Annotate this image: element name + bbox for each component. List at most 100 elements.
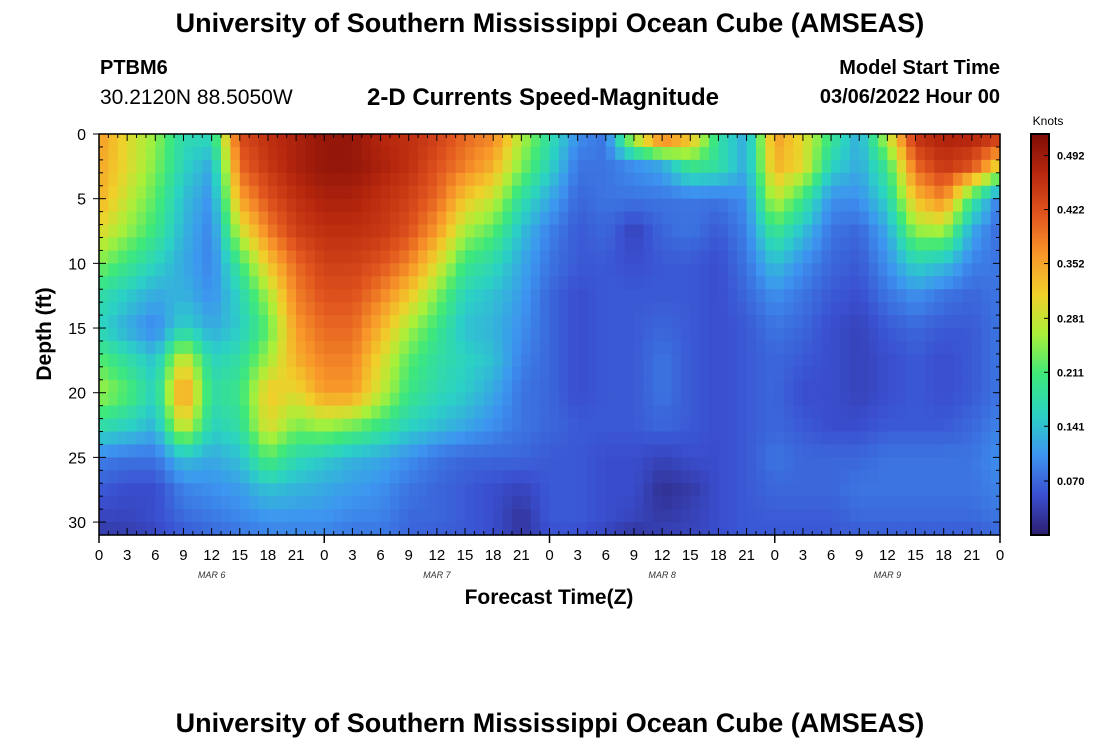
heatmap-cell xyxy=(596,276,607,290)
heatmap-cell xyxy=(568,198,579,213)
heatmap-cell xyxy=(455,211,466,226)
heatmap-cell xyxy=(145,340,156,355)
heatmap-cell xyxy=(99,237,109,252)
heatmap-cell xyxy=(211,198,222,213)
heatmap-cell xyxy=(953,237,964,252)
heatmap-cell xyxy=(915,509,926,523)
heatmap-cell xyxy=(540,315,551,329)
heatmap-cell xyxy=(145,224,156,239)
heatmap-cell xyxy=(277,496,288,510)
heatmap-cell xyxy=(286,340,297,355)
heatmap-cell xyxy=(896,146,907,161)
heatmap-cell xyxy=(465,185,476,200)
heatmap-cell xyxy=(709,146,720,161)
heatmap-cell xyxy=(859,418,870,433)
heatmap-cell xyxy=(990,211,1001,226)
heatmap-cell xyxy=(145,211,156,226)
heatmap-cell xyxy=(455,457,466,471)
heatmap-cell xyxy=(971,418,982,433)
heatmap-cell xyxy=(305,276,316,290)
heatmap-cell xyxy=(343,366,354,381)
heatmap-cell xyxy=(202,444,213,458)
heatmap-cell xyxy=(202,496,213,510)
heatmap-cell xyxy=(333,496,344,510)
heatmap-cell xyxy=(502,340,513,355)
heatmap-cell xyxy=(924,302,935,316)
heatmap-cell xyxy=(211,172,222,187)
heatmap-cell xyxy=(915,392,926,407)
heatmap-cell xyxy=(587,159,598,174)
heatmap-cell xyxy=(624,146,635,161)
heatmap-cell xyxy=(680,522,691,536)
heatmap-cell xyxy=(624,496,635,510)
heatmap-cell xyxy=(568,134,579,148)
heatmap-cell xyxy=(727,418,738,433)
heatmap-cell xyxy=(446,315,457,329)
heatmap-cell xyxy=(643,353,654,368)
heatmap-cell xyxy=(174,185,185,200)
heatmap-cell xyxy=(737,405,748,420)
heatmap-cell xyxy=(296,159,307,174)
heatmap-cell xyxy=(230,353,241,368)
heatmap-cell xyxy=(389,522,400,536)
heatmap-cell xyxy=(624,159,635,174)
heatmap-cell xyxy=(502,159,513,174)
heatmap-cell xyxy=(324,431,335,446)
heatmap-cell xyxy=(530,289,541,303)
heatmap-cell xyxy=(221,134,231,148)
heatmap-cell xyxy=(868,263,879,277)
heatmap-cell xyxy=(915,496,926,510)
heatmap-cell xyxy=(699,457,710,471)
heatmap-cell xyxy=(633,522,644,536)
heatmap-cell xyxy=(971,250,982,264)
heatmap-cell xyxy=(108,198,119,213)
heatmap-cell xyxy=(493,496,504,510)
heatmap-cell xyxy=(558,146,569,161)
heatmap-cell xyxy=(596,444,607,458)
heatmap-cell xyxy=(877,457,888,471)
heatmap-cell xyxy=(277,328,288,342)
heatmap-cell xyxy=(793,418,804,433)
heatmap-cell xyxy=(765,431,776,446)
heatmap-cell xyxy=(427,470,438,484)
heatmap-cell xyxy=(352,353,363,368)
heatmap-cell xyxy=(868,237,879,252)
heatmap-cell xyxy=(587,224,598,239)
heatmap-cell xyxy=(117,418,128,433)
heatmap-cell xyxy=(211,392,222,407)
heatmap-cell xyxy=(831,276,842,290)
heatmap-cell xyxy=(324,134,335,148)
heatmap-cell xyxy=(746,159,757,174)
heatmap-cell xyxy=(183,315,194,329)
heatmap-cell xyxy=(296,289,307,303)
heatmap-cell xyxy=(624,198,635,213)
heatmap-cell xyxy=(662,146,673,161)
heatmap-cell xyxy=(755,159,766,174)
heatmap-cell xyxy=(962,496,973,510)
heatmap-cell xyxy=(915,328,926,342)
heatmap-cell xyxy=(155,211,166,226)
heatmap-cell xyxy=(840,250,851,264)
heatmap-cell xyxy=(624,328,635,342)
heatmap-cell xyxy=(314,340,325,355)
heatmap-cell xyxy=(662,263,673,277)
heatmap-cell xyxy=(699,185,710,200)
heatmap-cell xyxy=(314,315,325,329)
heatmap-cell xyxy=(943,224,954,239)
heatmap-cell xyxy=(943,276,954,290)
heatmap-cell xyxy=(821,263,832,277)
colorbar-gradient xyxy=(1030,133,1050,536)
heatmap-cell xyxy=(211,211,222,226)
heatmap-cell xyxy=(652,134,663,148)
heatmap-cell xyxy=(643,302,654,316)
heatmap-cell xyxy=(399,405,410,420)
heatmap-cell xyxy=(418,146,429,161)
heatmap-cell xyxy=(314,289,325,303)
heatmap-cell xyxy=(924,146,935,161)
heatmap-cell xyxy=(174,353,185,368)
heatmap-cell xyxy=(765,444,776,458)
heatmap-cell xyxy=(652,224,663,239)
heatmap-cell xyxy=(652,509,663,523)
heatmap-cell xyxy=(615,418,626,433)
heatmap-cell xyxy=(493,405,504,420)
